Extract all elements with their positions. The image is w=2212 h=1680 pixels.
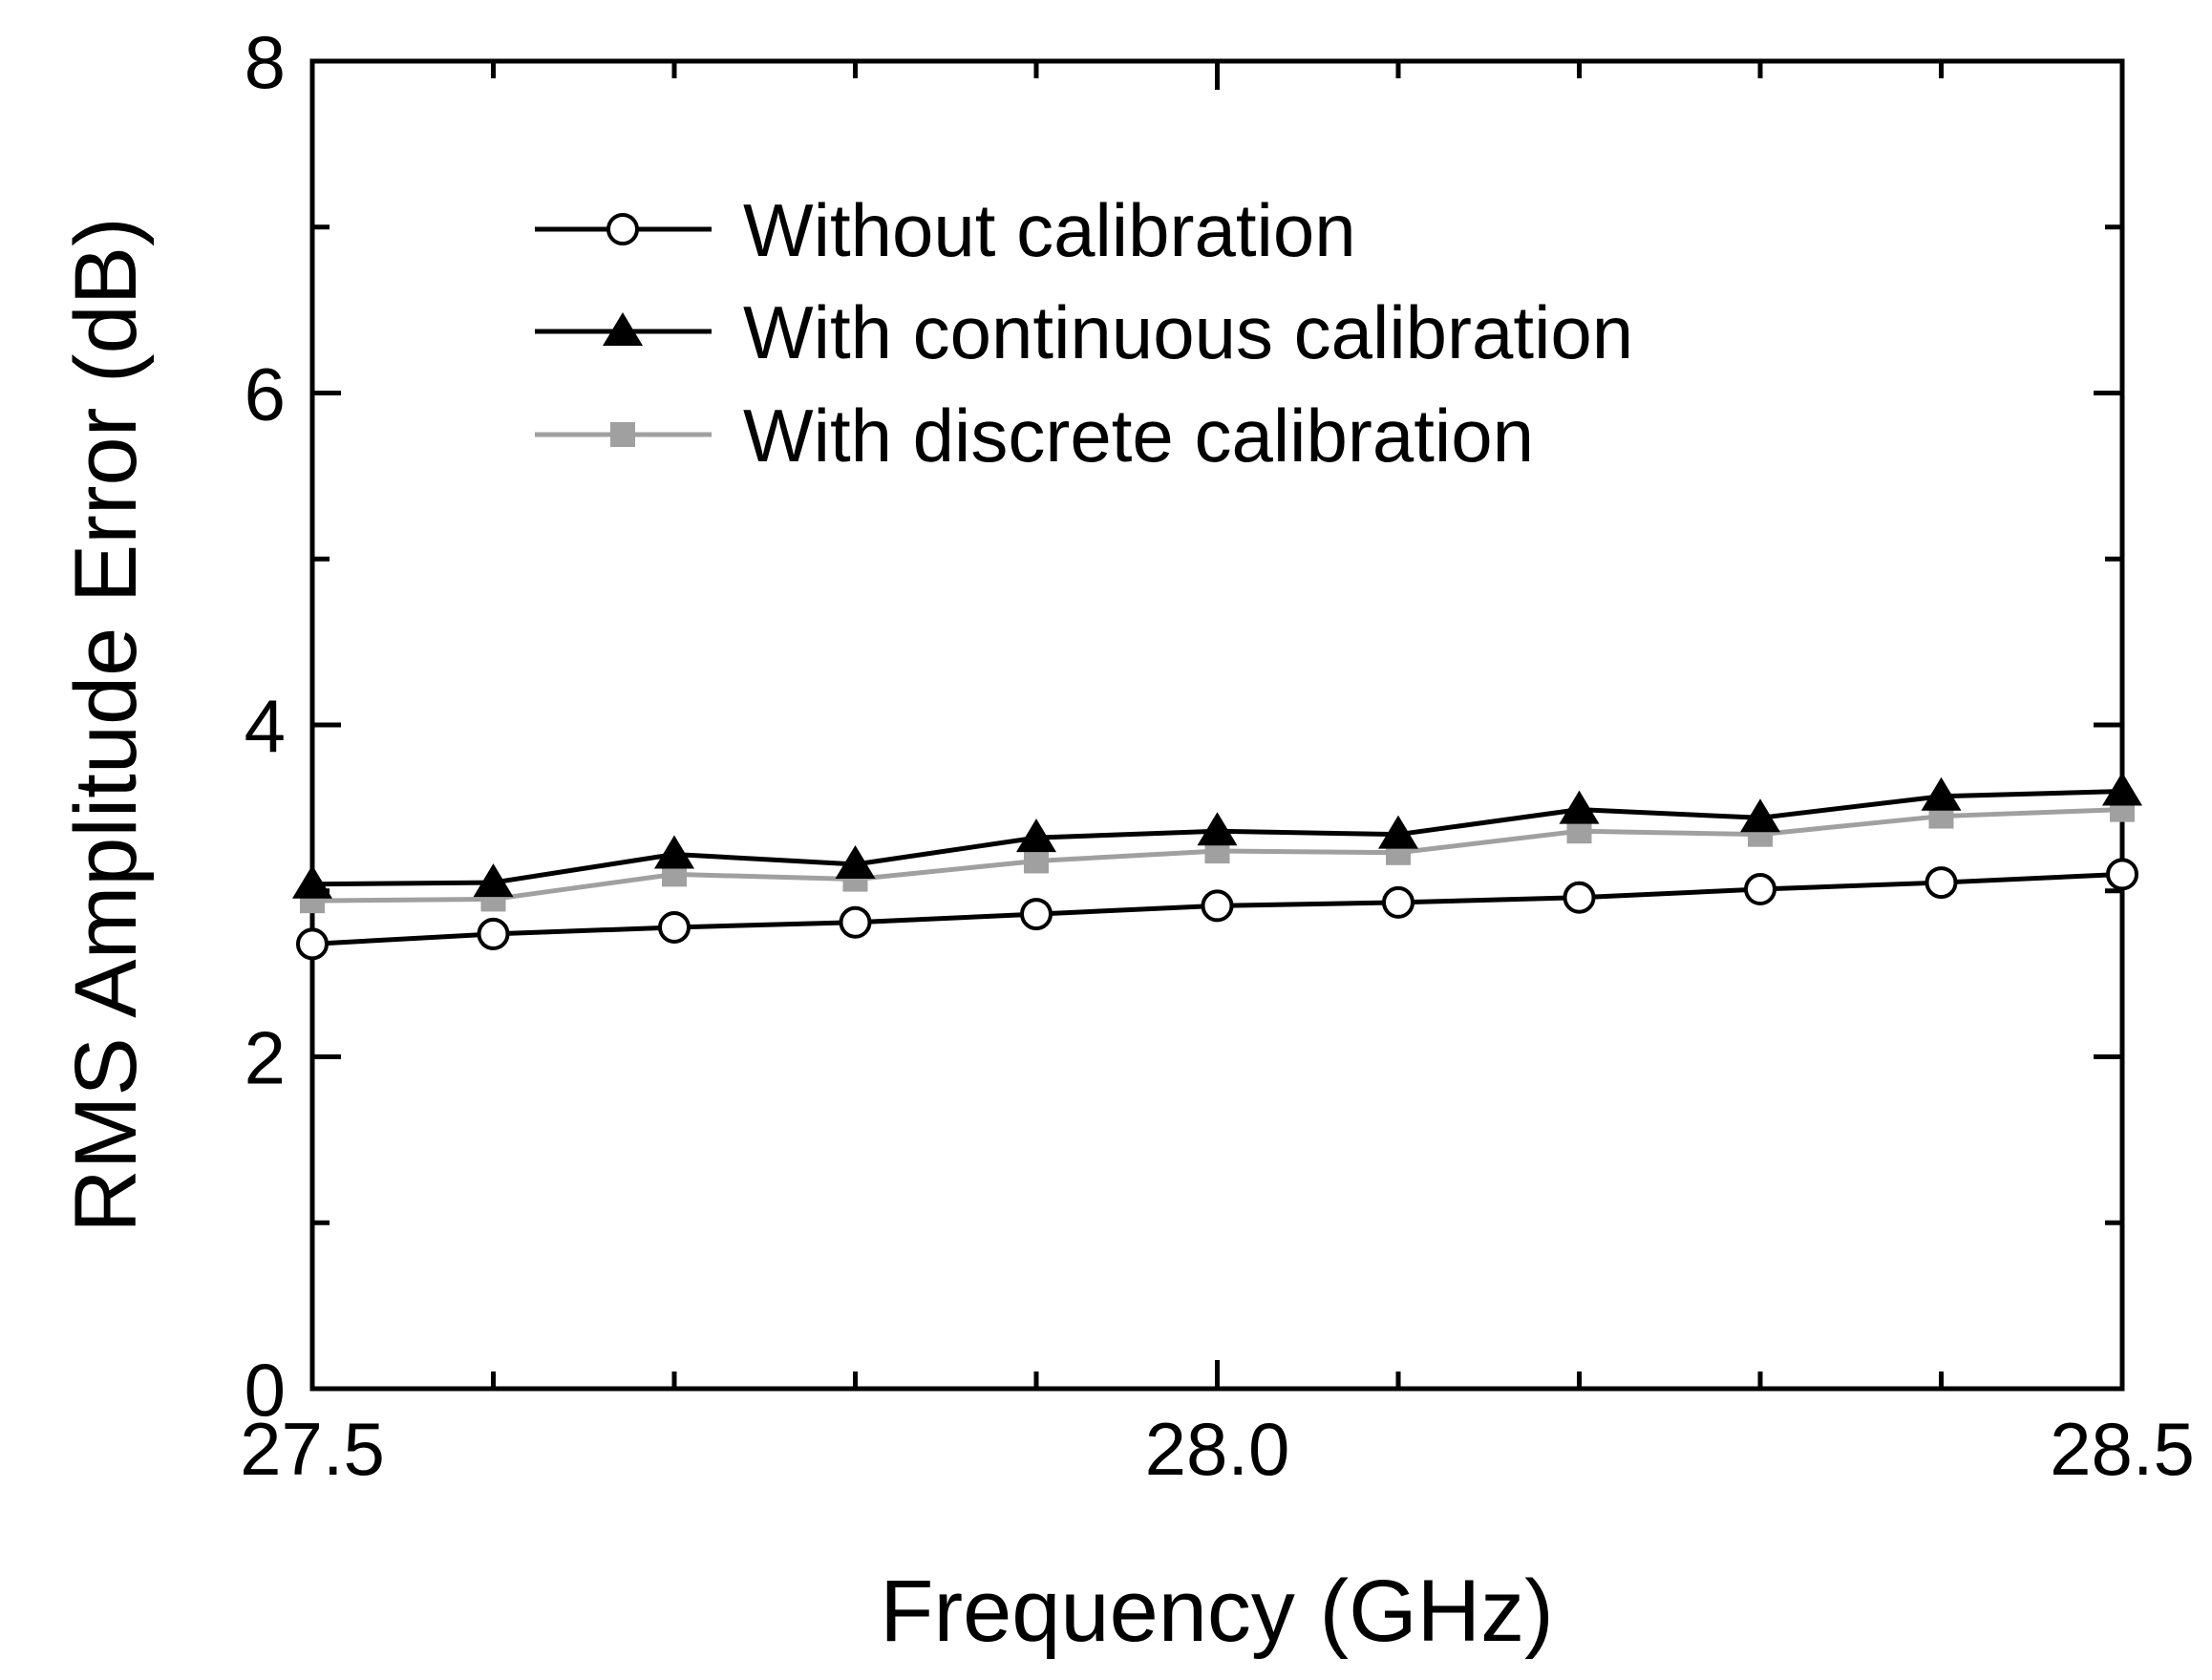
data-point [1024, 848, 1049, 874]
y-tick-label: 4 [245, 684, 286, 768]
data-point [2102, 772, 2142, 806]
data-point [1744, 873, 1776, 906]
data-point [654, 835, 694, 869]
data-point [473, 863, 514, 898]
legend-item: Without calibration [535, 188, 1356, 272]
data-point [1016, 819, 1056, 853]
x-tick-label: 28.0 [1145, 1407, 1290, 1491]
series-filled-triangle [292, 772, 2142, 899]
legend-marker [606, 213, 639, 245]
data-point [296, 927, 329, 961]
data-point [1925, 866, 1958, 900]
data-point [2106, 858, 2138, 891]
data-point [1563, 881, 1596, 914]
y-tick-label: 2 [245, 1016, 286, 1100]
data-point [1382, 885, 1414, 919]
x-tick-label: 27.5 [240, 1407, 385, 1491]
plot-frame [309, 58, 2125, 1392]
data-point [1201, 889, 1234, 923]
data-point [1921, 776, 1962, 811]
data-point [1020, 898, 1053, 931]
y-tick-label: 0 [245, 1348, 286, 1432]
data-point [839, 905, 872, 939]
data-point [835, 844, 876, 879]
series-layer [292, 772, 2142, 961]
data-point [477, 917, 510, 950]
legend-label: With discrete calibration [743, 393, 1534, 478]
data-point [1740, 798, 1780, 833]
legend-label: Without calibration [743, 188, 1356, 272]
data-point [1378, 815, 1418, 849]
legend: Without calibration With continuous calib… [535, 188, 1633, 478]
data-point [292, 864, 332, 899]
series-open-circle [296, 858, 2138, 961]
x-tick-label: 28.5 [2050, 1407, 2195, 1491]
legend-item: With discrete calibration [535, 393, 1534, 478]
x-axis-label: Frequency (GHz) [880, 1563, 1554, 1660]
legend-marker [603, 312, 643, 346]
legend-label: With continuous calibration [743, 290, 1633, 374]
data-point [658, 910, 691, 944]
legend-item: With continuous calibration [535, 290, 1633, 374]
data-point [1559, 790, 1600, 824]
y-tick-label: 6 [245, 352, 286, 436]
y-axis-label: RMS Amplitude Error (dB) [57, 217, 155, 1232]
legend-marker [610, 422, 635, 447]
data-point [1197, 812, 1238, 846]
y-tick-label: 8 [245, 20, 286, 104]
